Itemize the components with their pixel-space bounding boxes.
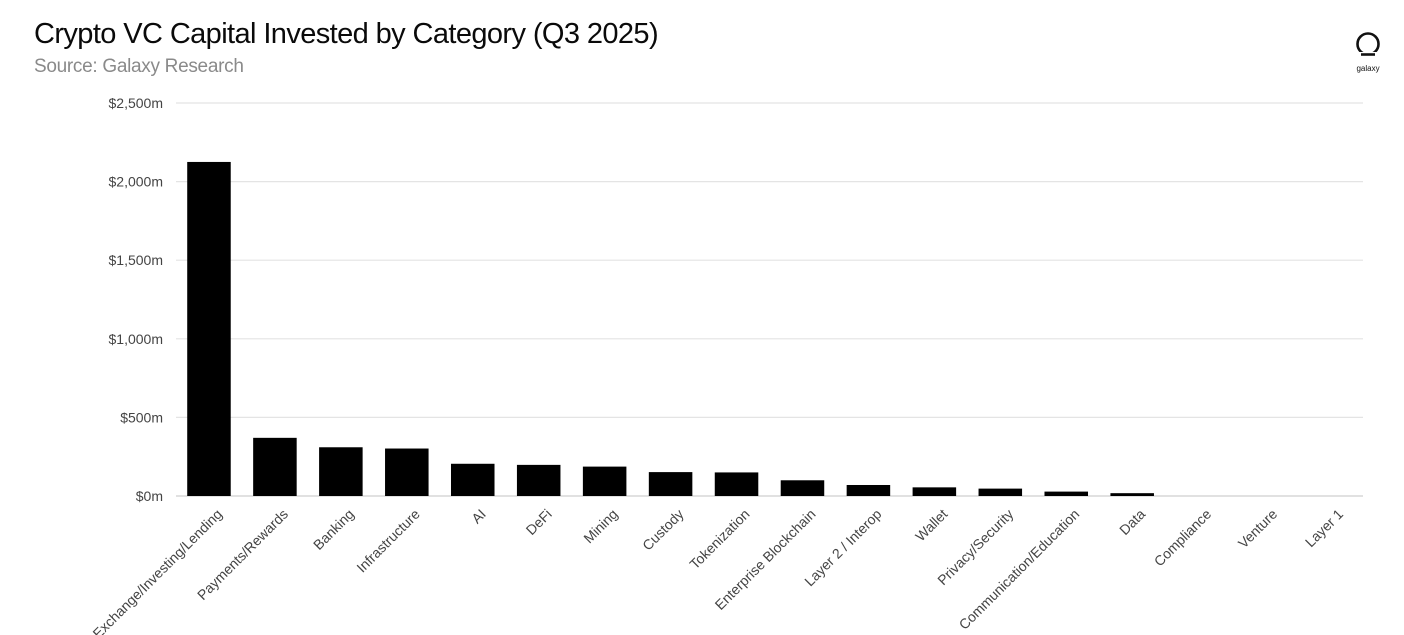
bar-7 bbox=[648, 472, 693, 496]
x-tick-label: Banking bbox=[310, 506, 357, 553]
x-tick-label: Layer 1 bbox=[1302, 506, 1346, 550]
y-tick-label: $500m bbox=[120, 409, 163, 425]
x-tick-label: Communication/Education bbox=[956, 506, 1083, 633]
x-tick-label: Custody bbox=[639, 506, 687, 554]
y-tick-label: $2,500m bbox=[109, 95, 163, 111]
y-tick-label: $0m bbox=[136, 488, 163, 504]
bar-10 bbox=[846, 484, 891, 496]
bars bbox=[187, 161, 1154, 496]
bar-6 bbox=[582, 466, 627, 496]
bar-1 bbox=[253, 437, 297, 496]
x-tick-label: Venture bbox=[1235, 506, 1281, 552]
x-tick-label: Data bbox=[1116, 506, 1148, 538]
bar-11 bbox=[912, 487, 957, 496]
bar-0 bbox=[187, 161, 231, 496]
y-tick-label: $1,500m bbox=[109, 252, 163, 268]
bar-9 bbox=[780, 480, 825, 496]
chart-title: Crypto VC Capital Invested by Category (… bbox=[34, 18, 659, 50]
bar-12 bbox=[978, 488, 1023, 496]
y-tick-label: $1,000m bbox=[109, 331, 163, 347]
bar-4 bbox=[450, 463, 495, 496]
x-tick-label: DeFi bbox=[523, 506, 555, 538]
bar-14 bbox=[1110, 493, 1154, 496]
bar-3 bbox=[385, 448, 429, 496]
galaxy-logo-icon bbox=[1356, 32, 1380, 57]
x-tick-label: Compliance bbox=[1151, 506, 1215, 570]
gridlines bbox=[176, 102, 1363, 497]
y-axis: $0m $500m $1,000m $1,500m $2,000m $2,500m bbox=[109, 95, 163, 504]
brand-name: galaxy bbox=[1356, 64, 1380, 73]
brand-logo: galaxy bbox=[1346, 32, 1390, 73]
bar-8 bbox=[714, 472, 759, 496]
bar-13 bbox=[1044, 491, 1089, 496]
x-tick-label: Infrastructure bbox=[353, 506, 423, 576]
y-tick-label: $2,000m bbox=[109, 174, 163, 190]
x-tick-label: Mining bbox=[580, 506, 620, 546]
x-tick-label: Exchange/Investing/Lending bbox=[89, 506, 225, 635]
x-tick-label: Tokenization bbox=[686, 506, 752, 572]
chart-subtitle: Source: Galaxy Research bbox=[34, 56, 244, 77]
x-axis: Exchange/Investing/LendingPayments/Rewar… bbox=[89, 506, 1346, 635]
bar-5 bbox=[516, 464, 561, 496]
x-tick-label: AI bbox=[468, 506, 489, 527]
bar-2 bbox=[319, 447, 363, 496]
x-tick-label: Wallet bbox=[912, 506, 951, 545]
